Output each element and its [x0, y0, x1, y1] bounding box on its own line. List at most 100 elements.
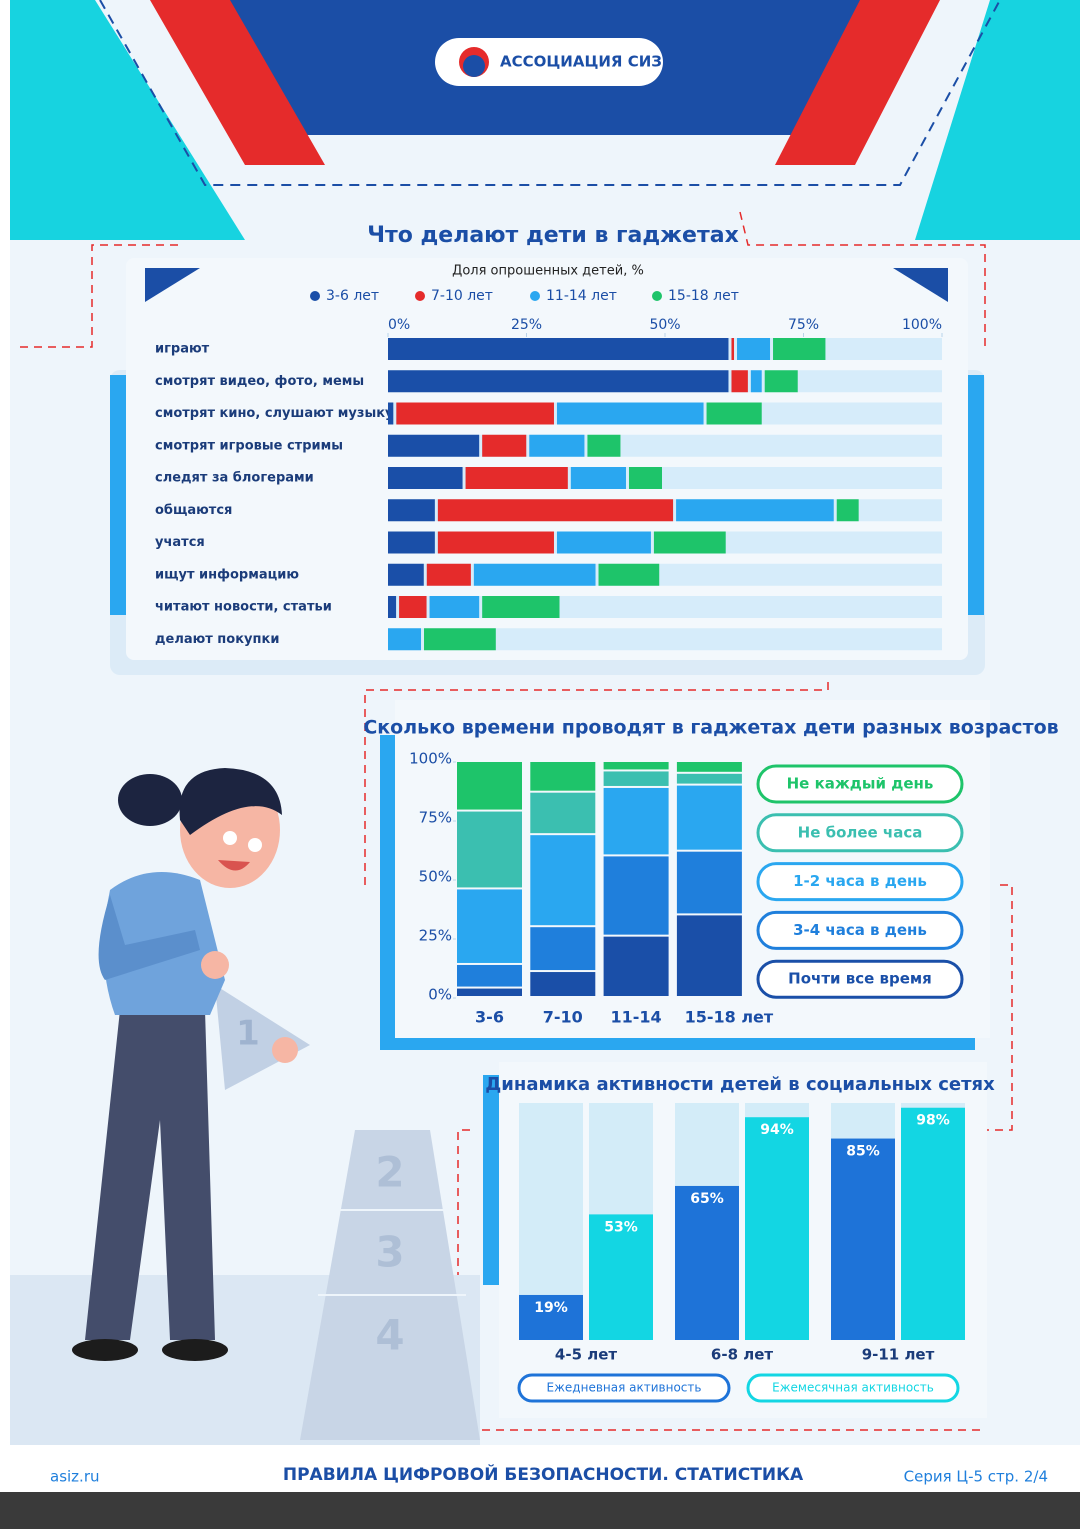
x-tick-label: 50% — [649, 317, 680, 333]
bar-segment — [764, 370, 798, 393]
bar-segment — [482, 434, 527, 457]
bar-segment — [437, 499, 674, 522]
bar-segment — [598, 563, 660, 586]
chart-title: Сколько времени проводят в гаджетах дети… — [363, 717, 1058, 739]
legend-label: 11-14 лет — [546, 288, 617, 304]
bar-segment — [465, 467, 568, 489]
bar-segment — [399, 596, 427, 618]
bottom-bar — [0, 1492, 1080, 1529]
bar-track — [388, 563, 942, 586]
value-label: 98% — [916, 1113, 950, 1129]
y-tick-label: 75% — [419, 809, 452, 827]
x-tick-label: 25% — [511, 317, 542, 333]
brand-pill — [435, 38, 663, 86]
bar-segment — [603, 936, 669, 996]
bar-segment — [388, 467, 463, 489]
panel-edge — [968, 375, 984, 615]
bar-segment — [530, 792, 596, 834]
step-number: 4 — [375, 1311, 404, 1360]
brand-logo — [463, 55, 485, 77]
bar-segment — [556, 402, 704, 425]
bar-segment — [676, 785, 742, 850]
paper-step — [215, 985, 310, 1090]
footer-site: asiz.ru — [50, 1468, 100, 1486]
bar-segment — [676, 762, 742, 772]
value-label: 65% — [690, 1191, 724, 1207]
bar-segment — [676, 499, 834, 522]
bar-segment — [424, 628, 496, 651]
bar-segment — [556, 531, 651, 554]
bar-segment — [603, 787, 669, 855]
bar-segment — [473, 563, 596, 586]
bar-segment — [388, 434, 480, 457]
red-stripe — [775, 0, 940, 165]
bar-segment — [388, 338, 729, 360]
bar — [675, 1185, 739, 1340]
bar-segment — [628, 467, 662, 489]
bar-segment — [530, 927, 596, 971]
legend-pill — [756, 910, 964, 950]
footer-title: ПРАВИЛА ЦИФРОВОЙ БЕЗОПАСНОСТИ. СТАТИСТИК… — [283, 1463, 804, 1485]
value-label: 19% — [534, 1300, 568, 1316]
bar-segment — [457, 889, 522, 963]
cyan-stripe — [10, 0, 245, 240]
mouth — [218, 860, 250, 871]
bar-segment — [676, 773, 742, 784]
category-label: смотрят игровые стримы — [155, 438, 343, 453]
bar-segment — [750, 370, 762, 393]
category-label: смотрят кино, слушают музыку — [155, 406, 394, 421]
category-label: общаются — [155, 503, 232, 518]
bar-segment — [603, 856, 669, 935]
bar-segment — [587, 434, 621, 457]
bar-segment — [396, 402, 554, 425]
x-tick-label: 4-5 лет — [555, 1346, 617, 1364]
footer-series: Серия Ц-5 стр. 2/4 — [904, 1468, 1048, 1486]
eye — [223, 831, 237, 845]
panel-edge — [483, 1075, 499, 1285]
bar-segment — [426, 563, 471, 586]
legend-label: Ежедневная активность — [547, 1381, 702, 1395]
legend-pill — [756, 959, 964, 999]
dashed-frame — [99, 0, 1001, 186]
dashed-frame — [739, 211, 986, 352]
bar-segment — [457, 762, 522, 810]
category-label: смотрят видео, фото, мемы — [155, 374, 364, 389]
bar-segment — [429, 596, 480, 618]
legend-label: Почти все время — [788, 970, 932, 988]
legend-pill — [517, 1373, 731, 1403]
bar-segment — [388, 499, 435, 522]
hand — [201, 951, 229, 979]
panel-edge — [110, 375, 126, 615]
legend-label: 7-10 лет — [431, 288, 493, 304]
legend-label: 3-4 часа в день — [793, 921, 927, 939]
legend-label: 15-18 лет — [668, 288, 739, 304]
bar-segment — [482, 596, 560, 618]
y-tick-label: 25% — [419, 927, 452, 945]
value-label: 85% — [846, 1144, 880, 1160]
corner-mark — [893, 268, 948, 302]
x-tick-label: 0% — [388, 317, 410, 333]
legend-pill — [756, 813, 964, 853]
x-tick-label: 15-18 лет — [685, 1008, 774, 1027]
bar-segment — [530, 972, 596, 996]
arm — [98, 895, 200, 980]
category-label: делают покупки — [155, 632, 279, 647]
y-tick-label: 50% — [419, 868, 452, 886]
bar — [745, 1117, 809, 1340]
bar-segment — [676, 851, 742, 914]
bar-segment — [603, 771, 669, 786]
category-label: ищут информацию — [155, 567, 299, 582]
bar-segment — [437, 531, 554, 554]
category-label: следят за блогерами — [155, 471, 314, 486]
bar-segment — [388, 370, 729, 393]
legend-label: Не каждый день — [787, 775, 934, 793]
bar-segment — [388, 402, 394, 425]
bar-segment — [570, 467, 626, 489]
bar-segment — [457, 964, 522, 987]
shoe — [162, 1339, 228, 1361]
x-tick-label: 9-11 лет — [862, 1346, 935, 1364]
legend-pill — [746, 1373, 960, 1403]
bar-segment — [653, 531, 726, 554]
legend-label: 1-2 часа в день — [793, 872, 927, 890]
